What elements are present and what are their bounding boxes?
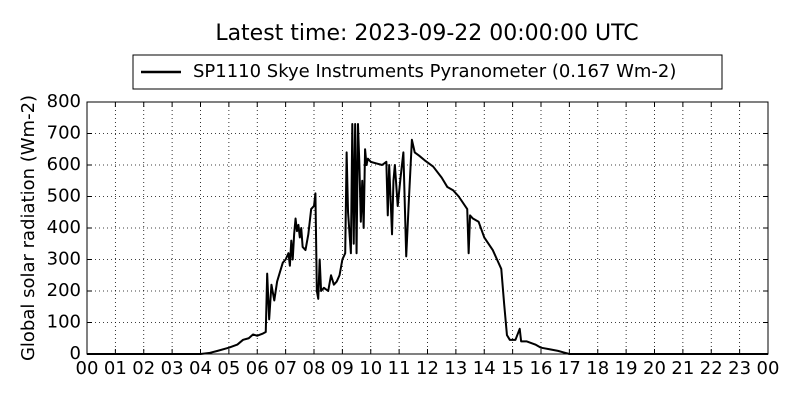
chart-title: Latest time: 2023-09-22 00:00:00 UTC [215, 21, 638, 46]
x-tick-label: 01 [104, 358, 127, 379]
y-tick-label: 400 [47, 217, 81, 238]
data-line [87, 123, 768, 355]
x-tick-label: 04 [189, 358, 212, 379]
x-tick-label: 08 [303, 358, 326, 379]
y-axis-label: Global solar radiation (Wm-2) [18, 95, 39, 361]
x-tick-label: 14 [473, 358, 496, 379]
x-tick-label: 16 [530, 358, 553, 379]
x-tick-label: 17 [558, 358, 581, 379]
x-tick-label: 03 [161, 358, 184, 379]
x-tick-label: 11 [388, 358, 411, 379]
y-tick-label: 200 [47, 280, 81, 301]
y-tick-label: 0 [70, 343, 81, 364]
y-tick-label: 100 [47, 312, 81, 333]
legend-label: SP1110 Skye Instruments Pyranometer (0.1… [193, 61, 676, 82]
y-tick-label: 600 [47, 154, 81, 175]
y-tick-label: 500 [47, 186, 81, 207]
x-tick-label: 07 [274, 358, 297, 379]
plot-frame [86, 101, 769, 355]
x-tick-label: 15 [501, 358, 524, 379]
legend-box [132, 54, 723, 90]
x-tick-label: 02 [132, 358, 155, 379]
x-tick-label: 06 [246, 358, 269, 379]
y-tick-label: 700 [47, 123, 81, 144]
y-tick-label: 800 [47, 91, 81, 112]
x-tick-label: 22 [700, 358, 723, 379]
x-tick-label: 10 [359, 358, 382, 379]
y-tick-label: 300 [47, 249, 81, 270]
x-tick-label: 00 [757, 358, 780, 379]
x-tick-label: 00 [76, 358, 99, 379]
x-tick-label: 05 [217, 358, 240, 379]
x-tick-label: 20 [643, 358, 666, 379]
x-tick-label: 19 [615, 358, 638, 379]
x-tick-label: 09 [331, 358, 354, 379]
x-tick-label: 12 [416, 358, 439, 379]
x-tick-label: 21 [671, 358, 694, 379]
x-tick-label: 13 [444, 358, 467, 379]
x-tick-label: 18 [586, 358, 609, 379]
x-tick-label: 23 [728, 358, 751, 379]
